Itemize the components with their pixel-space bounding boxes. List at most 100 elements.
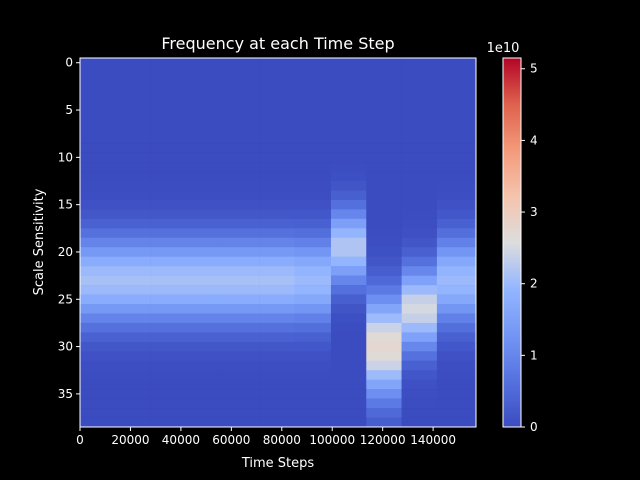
heatmap-cells (80, 58, 477, 428)
heatmap-cell (294, 256, 332, 267)
heatmap-cell (366, 171, 402, 182)
heatmap-cell (222, 199, 260, 210)
heatmap-cell (222, 181, 260, 191)
heatmap-cell (330, 152, 367, 163)
heatmap-cell (115, 408, 151, 418)
heatmap-cell (150, 313, 188, 324)
heatmap-cell (436, 76, 477, 87)
heatmap-cell (115, 304, 151, 314)
heatmap-cell (436, 285, 477, 295)
heatmap-cell (401, 209, 438, 220)
heatmap-cell (150, 114, 188, 125)
heatmap-cell (436, 379, 477, 390)
heatmap-cell (187, 237, 223, 248)
heatmap-cell (330, 408, 367, 418)
heatmap-cell (294, 370, 332, 380)
heatmap-cell (187, 379, 223, 390)
heatmap-cell (259, 313, 295, 324)
heatmap-cell (366, 86, 402, 97)
colorbar-tick-label: 4 (530, 133, 538, 147)
heatmap-cell (187, 351, 223, 362)
heatmap-cell (259, 294, 295, 305)
heatmap-cell (330, 389, 367, 399)
heatmap-cell (330, 313, 367, 324)
heatmap-cell (366, 95, 402, 106)
heatmap-cell (80, 370, 116, 380)
heatmap-cell (259, 322, 295, 333)
heatmap-cell (366, 256, 402, 267)
heatmap-cell (150, 143, 188, 153)
heatmap-cell (187, 304, 223, 314)
heatmap-cell (436, 114, 477, 125)
heatmap-cell (401, 199, 438, 210)
heatmap-cell (366, 190, 402, 201)
heatmap-cell (259, 304, 295, 314)
heatmap-cell (330, 105, 367, 116)
heatmap-cell (150, 209, 188, 220)
heatmap-cell (401, 256, 438, 267)
heatmap-cell (150, 294, 188, 305)
heatmap-cell (401, 152, 438, 163)
heatmap-cell (115, 256, 151, 267)
heatmap-cell (259, 275, 295, 286)
heatmap-cell (222, 58, 260, 68)
heatmap-cell (150, 322, 188, 333)
heatmap-cell (366, 162, 402, 172)
heatmap-cell (330, 294, 367, 305)
x-axis-label: Time Steps (241, 456, 315, 471)
heatmap-cell (366, 370, 402, 380)
heatmap-cell (150, 67, 188, 78)
heatmap-cell (187, 199, 223, 210)
heatmap-cell (80, 313, 116, 324)
heatmap-cell (330, 162, 367, 172)
heatmap-cell (150, 408, 188, 418)
heatmap-cell (330, 247, 367, 257)
heatmap-cell (436, 332, 477, 343)
colorbar-axis: 0 1 2 3 4 5 (521, 62, 538, 434)
heatmap-cell (330, 332, 367, 343)
heatmap-cell (115, 95, 151, 106)
heatmap-cell (150, 95, 188, 106)
heatmap-cell (436, 181, 477, 191)
heatmap-cell (115, 67, 151, 78)
heatmap-cell (436, 171, 477, 182)
heatmap-cell (436, 237, 477, 248)
heatmap-cell (366, 58, 402, 68)
heatmap-cell (115, 322, 151, 333)
heatmap-cell (366, 76, 402, 87)
heatmap-cell (222, 256, 260, 267)
heatmap-cell (294, 58, 332, 68)
heatmap-cell (294, 341, 332, 352)
colorbar-tick-label: 1 (530, 348, 538, 362)
heatmap-cell (294, 285, 332, 295)
heatmap-cell (366, 389, 402, 399)
heatmap-cell (366, 199, 402, 210)
heatmap-cell (366, 266, 402, 276)
heatmap-cell (259, 152, 295, 163)
heatmap-cell (80, 379, 116, 390)
heatmap-cell (401, 86, 438, 97)
heatmap-cell (401, 389, 438, 399)
heatmap-cell (436, 143, 477, 153)
heatmap-cell (80, 398, 116, 409)
heatmap-cell (366, 114, 402, 125)
heatmap-cell (187, 360, 223, 371)
heatmap-cell (80, 256, 116, 267)
heatmap-cell (80, 417, 116, 428)
heatmap-cell (115, 133, 151, 144)
heatmap-cell (436, 370, 477, 380)
heatmap-cell (187, 67, 223, 78)
heatmap-cell (294, 322, 332, 333)
heatmap-cell (436, 256, 477, 267)
heatmap-cell (294, 190, 332, 201)
heatmap-cell (259, 218, 295, 229)
chart-title: Frequency at each Time Step (161, 34, 394, 53)
heatmap-cell (150, 389, 188, 399)
heatmap-cell (187, 190, 223, 201)
heatmap-cell (187, 86, 223, 97)
heatmap-cell (150, 341, 188, 352)
heatmap-cell (401, 67, 438, 78)
heatmap-cell (80, 360, 116, 371)
heatmap-cell (222, 171, 260, 182)
heatmap-cell (259, 370, 295, 380)
